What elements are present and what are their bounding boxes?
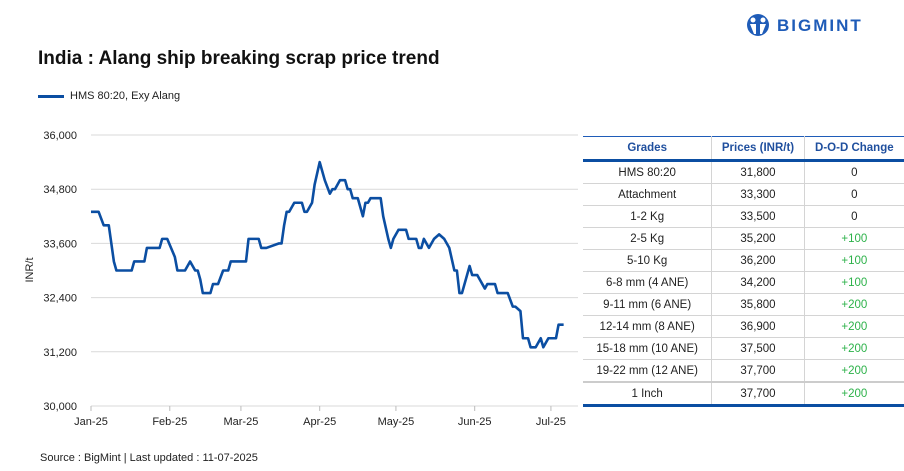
column-header: D-O-D Change (804, 136, 904, 162)
grade-cell: 12-14 mm (8 ANE) (583, 315, 712, 338)
change-cell: +100 (804, 271, 904, 294)
table-row: 12-14 mm (8 ANE) 36,900 +200 (583, 315, 904, 338)
price-cell: 36,900 (711, 315, 805, 338)
prices-table: Grades Prices (INR/t) D-O-D Change HMS 80:… (583, 136, 904, 407)
grade-cell: 6-8 mm (4 ANE) (583, 271, 712, 294)
table-row: Attachment 33,300 0 (583, 183, 904, 206)
y-tick-label: 34,800 (43, 184, 77, 196)
chart-legend: HMS 80:20, Exy Alang (38, 90, 180, 102)
column-header: Grades (583, 136, 712, 162)
price-cell: 35,200 (711, 227, 805, 250)
x-tick-label: Apr-25 (303, 416, 336, 428)
logo-text: BIGMINT (777, 16, 863, 35)
price-line-chart: 36,000 34,800 33,600 32,400 31,200 30,000 Jan-… (24, 130, 578, 428)
x-tick-label: Mar-25 (223, 416, 258, 428)
grade-cell: 5-10 Kg (583, 249, 712, 272)
grade-cell: 1 Inch (583, 381, 712, 406)
change-cell: +100 (804, 227, 904, 250)
y-tick-label: 30,000 (43, 401, 77, 413)
table-row: 19-22 mm (12 ANE) 37,700 +200 (583, 359, 904, 383)
price-cell: 37,500 (711, 337, 805, 360)
y-tick-label: 31,200 (43, 347, 77, 359)
grade-cell: HMS 80:20 (583, 160, 712, 184)
price-cell: 36,200 (711, 249, 805, 272)
change-cell: +200 (804, 359, 904, 383)
grade-cell: 2-5 Kg (583, 227, 712, 250)
column-header: Prices (INR/t) (711, 136, 805, 162)
y-tick-label: 32,400 (43, 293, 77, 305)
grade-cell: 19-22 mm (12 ANE) (583, 359, 712, 383)
legend-label: HMS 80:20, Exy Alang (70, 90, 181, 102)
x-tick-label: Feb-25 (152, 416, 187, 428)
table-row: 6-8 mm (4 ANE) 34,200 +100 (583, 271, 904, 294)
change-cell: 0 (804, 205, 904, 228)
price-cell: 33,500 (711, 205, 805, 228)
x-tick-label: Jan-25 (74, 416, 108, 428)
change-cell: +200 (804, 337, 904, 360)
grade-cell: 15-18 mm (10 ANE) (583, 337, 712, 360)
change-cell: +100 (804, 249, 904, 272)
grade-cell: 9-11 mm (6 ANE) (583, 293, 712, 316)
change-cell: +200 (804, 381, 904, 406)
table-row: 9-11 mm (6 ANE) 35,800 +200 (583, 293, 904, 316)
y-axis-label: INR/t (24, 257, 36, 282)
x-tick-label: Jul-25 (536, 416, 566, 428)
change-cell: +200 (804, 293, 904, 316)
bigmint-logo: BIGMINT (745, 14, 863, 38)
legend-swatch (38, 94, 64, 98)
price-cell: 37,700 (711, 359, 805, 383)
x-tick-label: May-25 (378, 416, 415, 428)
price-cell: 31,800 (711, 160, 805, 184)
table-row: HMS 80:20 31,800 0 (583, 160, 904, 184)
table-row: 5-10 Kg 36,200 +100 (583, 249, 904, 272)
table-header-row: Grades Prices (INR/t) D-O-D Change (583, 136, 904, 162)
grade-cell: Attachment (583, 183, 712, 206)
source-note: Source : BigMint | Last updated : 11-07-… (40, 452, 258, 464)
price-cell: 35,800 (711, 293, 805, 316)
page-title: India : Alang ship breaking scrap price … (38, 48, 440, 69)
table-row: 15-18 mm (10 ANE) 37,500 +200 (583, 337, 904, 360)
y-tick-label: 36,000 (43, 130, 77, 142)
y-tick-label: 33,600 (43, 238, 77, 250)
table-row: 1 Inch 37,700 +200 (583, 381, 904, 406)
grade-cell: 1-2 Kg (583, 205, 712, 228)
table-row: 2-5 Kg 35,200 +100 (583, 227, 904, 250)
change-cell: 0 (804, 183, 904, 206)
price-cell: 37,700 (711, 381, 805, 406)
change-cell: 0 (804, 160, 904, 184)
x-tick-label: Jun-25 (458, 416, 492, 428)
table-row: 1-2 Kg 33,500 0 (583, 205, 904, 228)
bigmint-logo-icon (747, 14, 769, 36)
change-cell: +200 (804, 315, 904, 338)
series-line-hms-80-20 (91, 160, 564, 349)
price-cell: 34,200 (711, 271, 805, 294)
price-cell: 33,300 (711, 183, 805, 206)
